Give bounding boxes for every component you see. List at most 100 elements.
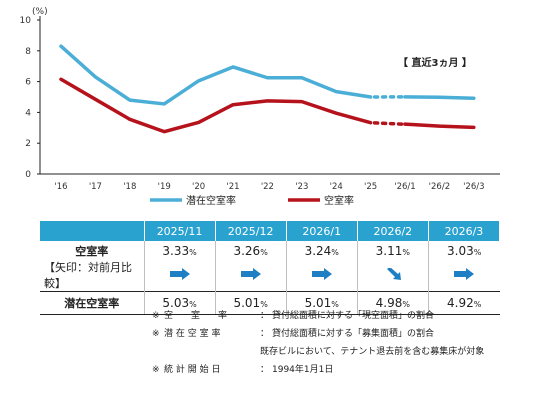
unit-label: %: [189, 300, 197, 309]
arrow-cell: [144, 259, 216, 292]
series-connector-dotted-1: [372, 121, 404, 126]
legend: 潜在空室率 空室率: [150, 194, 354, 207]
series-line-recent-0: [403, 95, 476, 100]
table-header-month: 2026/2: [357, 221, 429, 241]
vacancy-cell: 3.11%: [357, 241, 429, 259]
latent-value: 5.01: [304, 296, 332, 310]
vacancy-cell: 3.26%: [215, 241, 287, 259]
arrow-right-icon: [311, 267, 332, 280]
legend-label-vacancy: 空室率: [324, 194, 354, 207]
x-tick-label: '18: [123, 182, 136, 192]
x-tick-label: '21: [226, 182, 239, 192]
x-tick-label: '23: [295, 182, 308, 192]
unit-label: %: [473, 300, 482, 309]
note-mark: ※: [152, 329, 160, 339]
y-axis: 0 2 4 6 8 10: [20, 16, 41, 180]
table-header-month: 2025/11: [144, 221, 216, 241]
table-row-latent: 潜在空室率 5.03% 5.01% 5.01% 4.98% 4.92%: [40, 291, 500, 315]
footnote-start-date: ※ 統 計 開 始 日 ： 1994年1月1日: [152, 361, 484, 379]
table-header-month: 2025/12: [215, 221, 287, 241]
table-header-month: 2026/3: [428, 221, 501, 241]
note-separator: ：: [260, 329, 270, 339]
vacancy-cell: 3.24%: [286, 241, 358, 259]
y-tick-label: 2: [25, 139, 31, 149]
latent-cell: 5.03%: [144, 291, 216, 315]
legend-label-latent: 潜在空室率: [186, 194, 236, 207]
footnote-vacancy-definition: ※ 空 室 率 ：貸付総面積に対する「現空面積」の割合: [152, 307, 484, 325]
series-line-historical-0: [59, 44, 373, 106]
row-label-arrow-legend: 【矢印：対前月比較】: [40, 259, 145, 292]
unit-label: %: [402, 300, 410, 309]
x-tick-label: '26/3: [463, 182, 484, 192]
x-tick-label: '26/1: [394, 182, 415, 192]
table-row-vacancy: 空室率 3.33% 3.26% 3.24% 3.11% 3.03%: [40, 241, 500, 259]
unit-label: %: [331, 300, 339, 309]
x-tick-label: '24: [330, 182, 343, 192]
arrow-shape: [240, 267, 261, 280]
arrow-shape: [169, 267, 190, 280]
unit-label: %: [189, 248, 197, 257]
arrow-shape: [454, 267, 475, 280]
x-axis: '16 '17 '18 '19 '20 '21 '22 '23 '24 '25 '26/1 '26/2…: [40, 173, 500, 192]
x-tick-label: '16: [54, 182, 67, 192]
arrow-right-icon: [169, 267, 190, 280]
row-label-latent: 潜在空室率: [40, 291, 145, 315]
arrow-cell: [286, 259, 358, 292]
y-tick-label: 0: [25, 170, 31, 180]
row-label-vacancy: 空室率: [40, 241, 145, 259]
latent-value: 4.98: [375, 296, 403, 310]
x-tick-label: '17: [89, 182, 102, 192]
footnote-latent-continuation: 既存ビルにおいて、テナント退去前を含む募集床が対象: [260, 347, 485, 357]
footnotes: ※ 空 室 率：貸付総面積に対する「現空面積」の割合 ※ 潜 在 空 室 率：貸付総…: [152, 307, 484, 379]
vacancy-value: 3.26: [233, 244, 261, 258]
x-tick-label: '19: [158, 182, 171, 192]
note-text: 貸付総面積に対する「現空面積」の割合: [272, 311, 435, 321]
arrow-down-right-icon: [386, 267, 401, 280]
series-lines: [59, 44, 476, 134]
unit-label: %: [402, 248, 410, 257]
unit-label: %: [260, 300, 268, 309]
latent-value: 4.92: [447, 296, 474, 310]
arrow-shape: [311, 267, 332, 280]
y-tick-label: 8: [25, 47, 31, 57]
vacancy-value: 3.03: [447, 244, 474, 258]
table-row-arrows: 【矢印：対前月比較】: [40, 259, 500, 292]
unit-label: %: [331, 248, 339, 257]
note-separator: ：: [260, 365, 270, 375]
vacancy-value: 3.11: [375, 244, 403, 258]
arrow-cell: [357, 259, 429, 292]
table-header-month: 2026/1: [286, 221, 358, 241]
arrow-right-icon: [240, 267, 261, 280]
vacancy-value: 3.33: [162, 244, 190, 258]
vacancy-cell: 3.03%: [428, 241, 499, 259]
arrow-cell: [215, 259, 287, 292]
arrow-cell: [428, 259, 499, 292]
latent-cell: 5.01%: [286, 291, 358, 315]
note-term: 統 計 開 始 日: [164, 365, 221, 375]
footnote-latent-definition: ※ 潜 在 空 室 率 ：貸付総面積に対する「募集面積」の割合: [152, 325, 484, 343]
arrow-shape: [386, 267, 401, 280]
note-text: 1994年1月1日: [272, 365, 334, 375]
note-term: 潜 在 空 室 率: [164, 329, 221, 339]
unit-label: %: [260, 248, 268, 257]
vacancy-cell: 3.33%: [144, 241, 216, 259]
arrow-right-icon: [454, 267, 475, 280]
y-tick-label: 10: [20, 16, 32, 26]
latent-cell: 4.98%: [357, 291, 429, 315]
table-header-blank: [40, 221, 145, 241]
x-tick-label: '22: [261, 182, 274, 192]
x-tick-label: '26/2: [429, 182, 450, 192]
table-header-row: 2025/11 2025/12 2026/1 2026/2 2026/3: [40, 221, 501, 241]
series-line-recent-1: [403, 122, 476, 130]
recent-three-months-annotation: 【 直近3ヵ月 】: [398, 56, 472, 69]
latent-cell: 4.92%: [428, 291, 500, 315]
note-mark: ※: [152, 365, 160, 375]
note-mark: ※: [152, 311, 160, 321]
unit-label: %: [473, 248, 482, 257]
y-tick-label: 4: [25, 108, 31, 118]
latent-cell: 5.01%: [215, 291, 287, 315]
series-line-historical-1: [59, 77, 373, 134]
vacancy-rate-table: 2025/11 2025/12 2026/1 2026/2 2026/3 空室率…: [40, 221, 501, 315]
y-tick-label: 6: [25, 78, 31, 88]
